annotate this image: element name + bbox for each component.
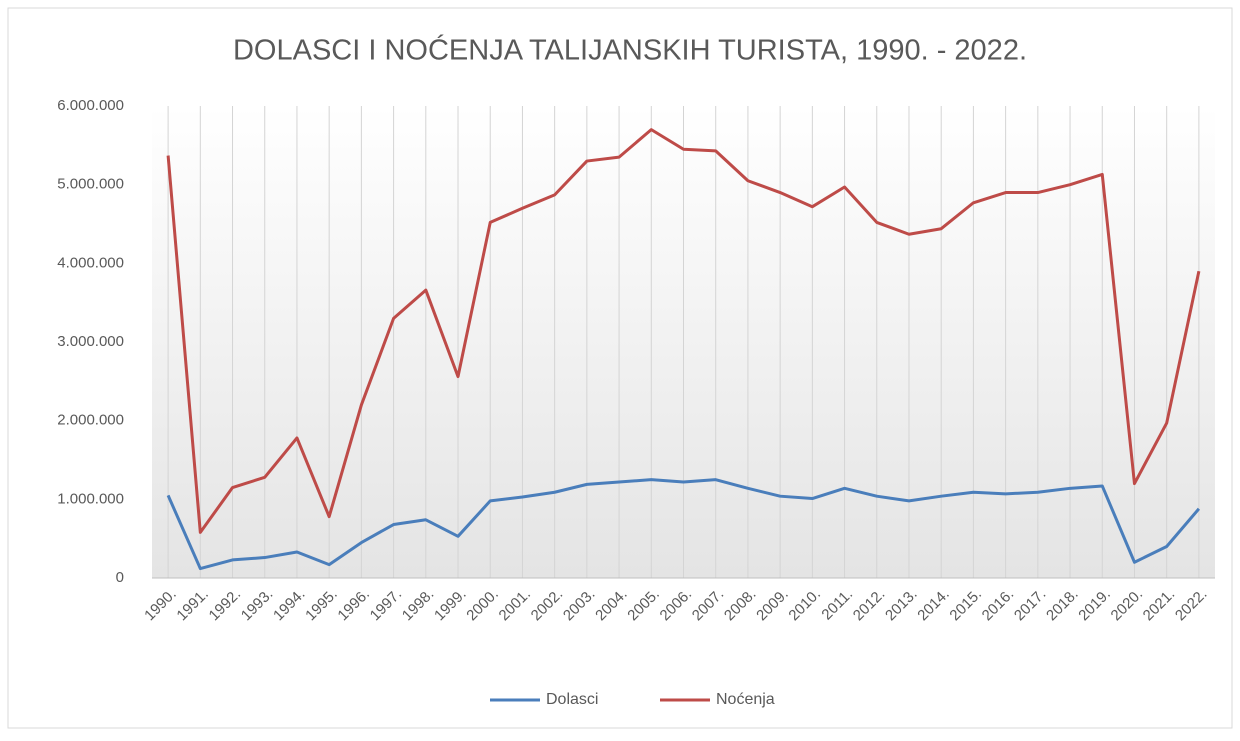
y-tick-label: 0 [116, 569, 124, 586]
y-tick-label: 6.000.000 [57, 97, 124, 114]
series-line [166, 478, 1201, 571]
legend-label: Dolasci [546, 691, 598, 708]
y-tick-label: 4.000.000 [57, 254, 124, 271]
chart-title: DOLASCI I NOĆENJA TALIJANSKIH TURISTA, 1… [233, 34, 1027, 67]
y-tick-label: 5.000.000 [57, 176, 124, 193]
series-line [166, 128, 1201, 534]
y-tick-label: 1.000.000 [57, 490, 124, 507]
legend-label: Noćenja [716, 691, 775, 708]
y-tick-label: 2.000.000 [57, 412, 124, 429]
y-tick-label: 3.000.000 [57, 333, 124, 350]
